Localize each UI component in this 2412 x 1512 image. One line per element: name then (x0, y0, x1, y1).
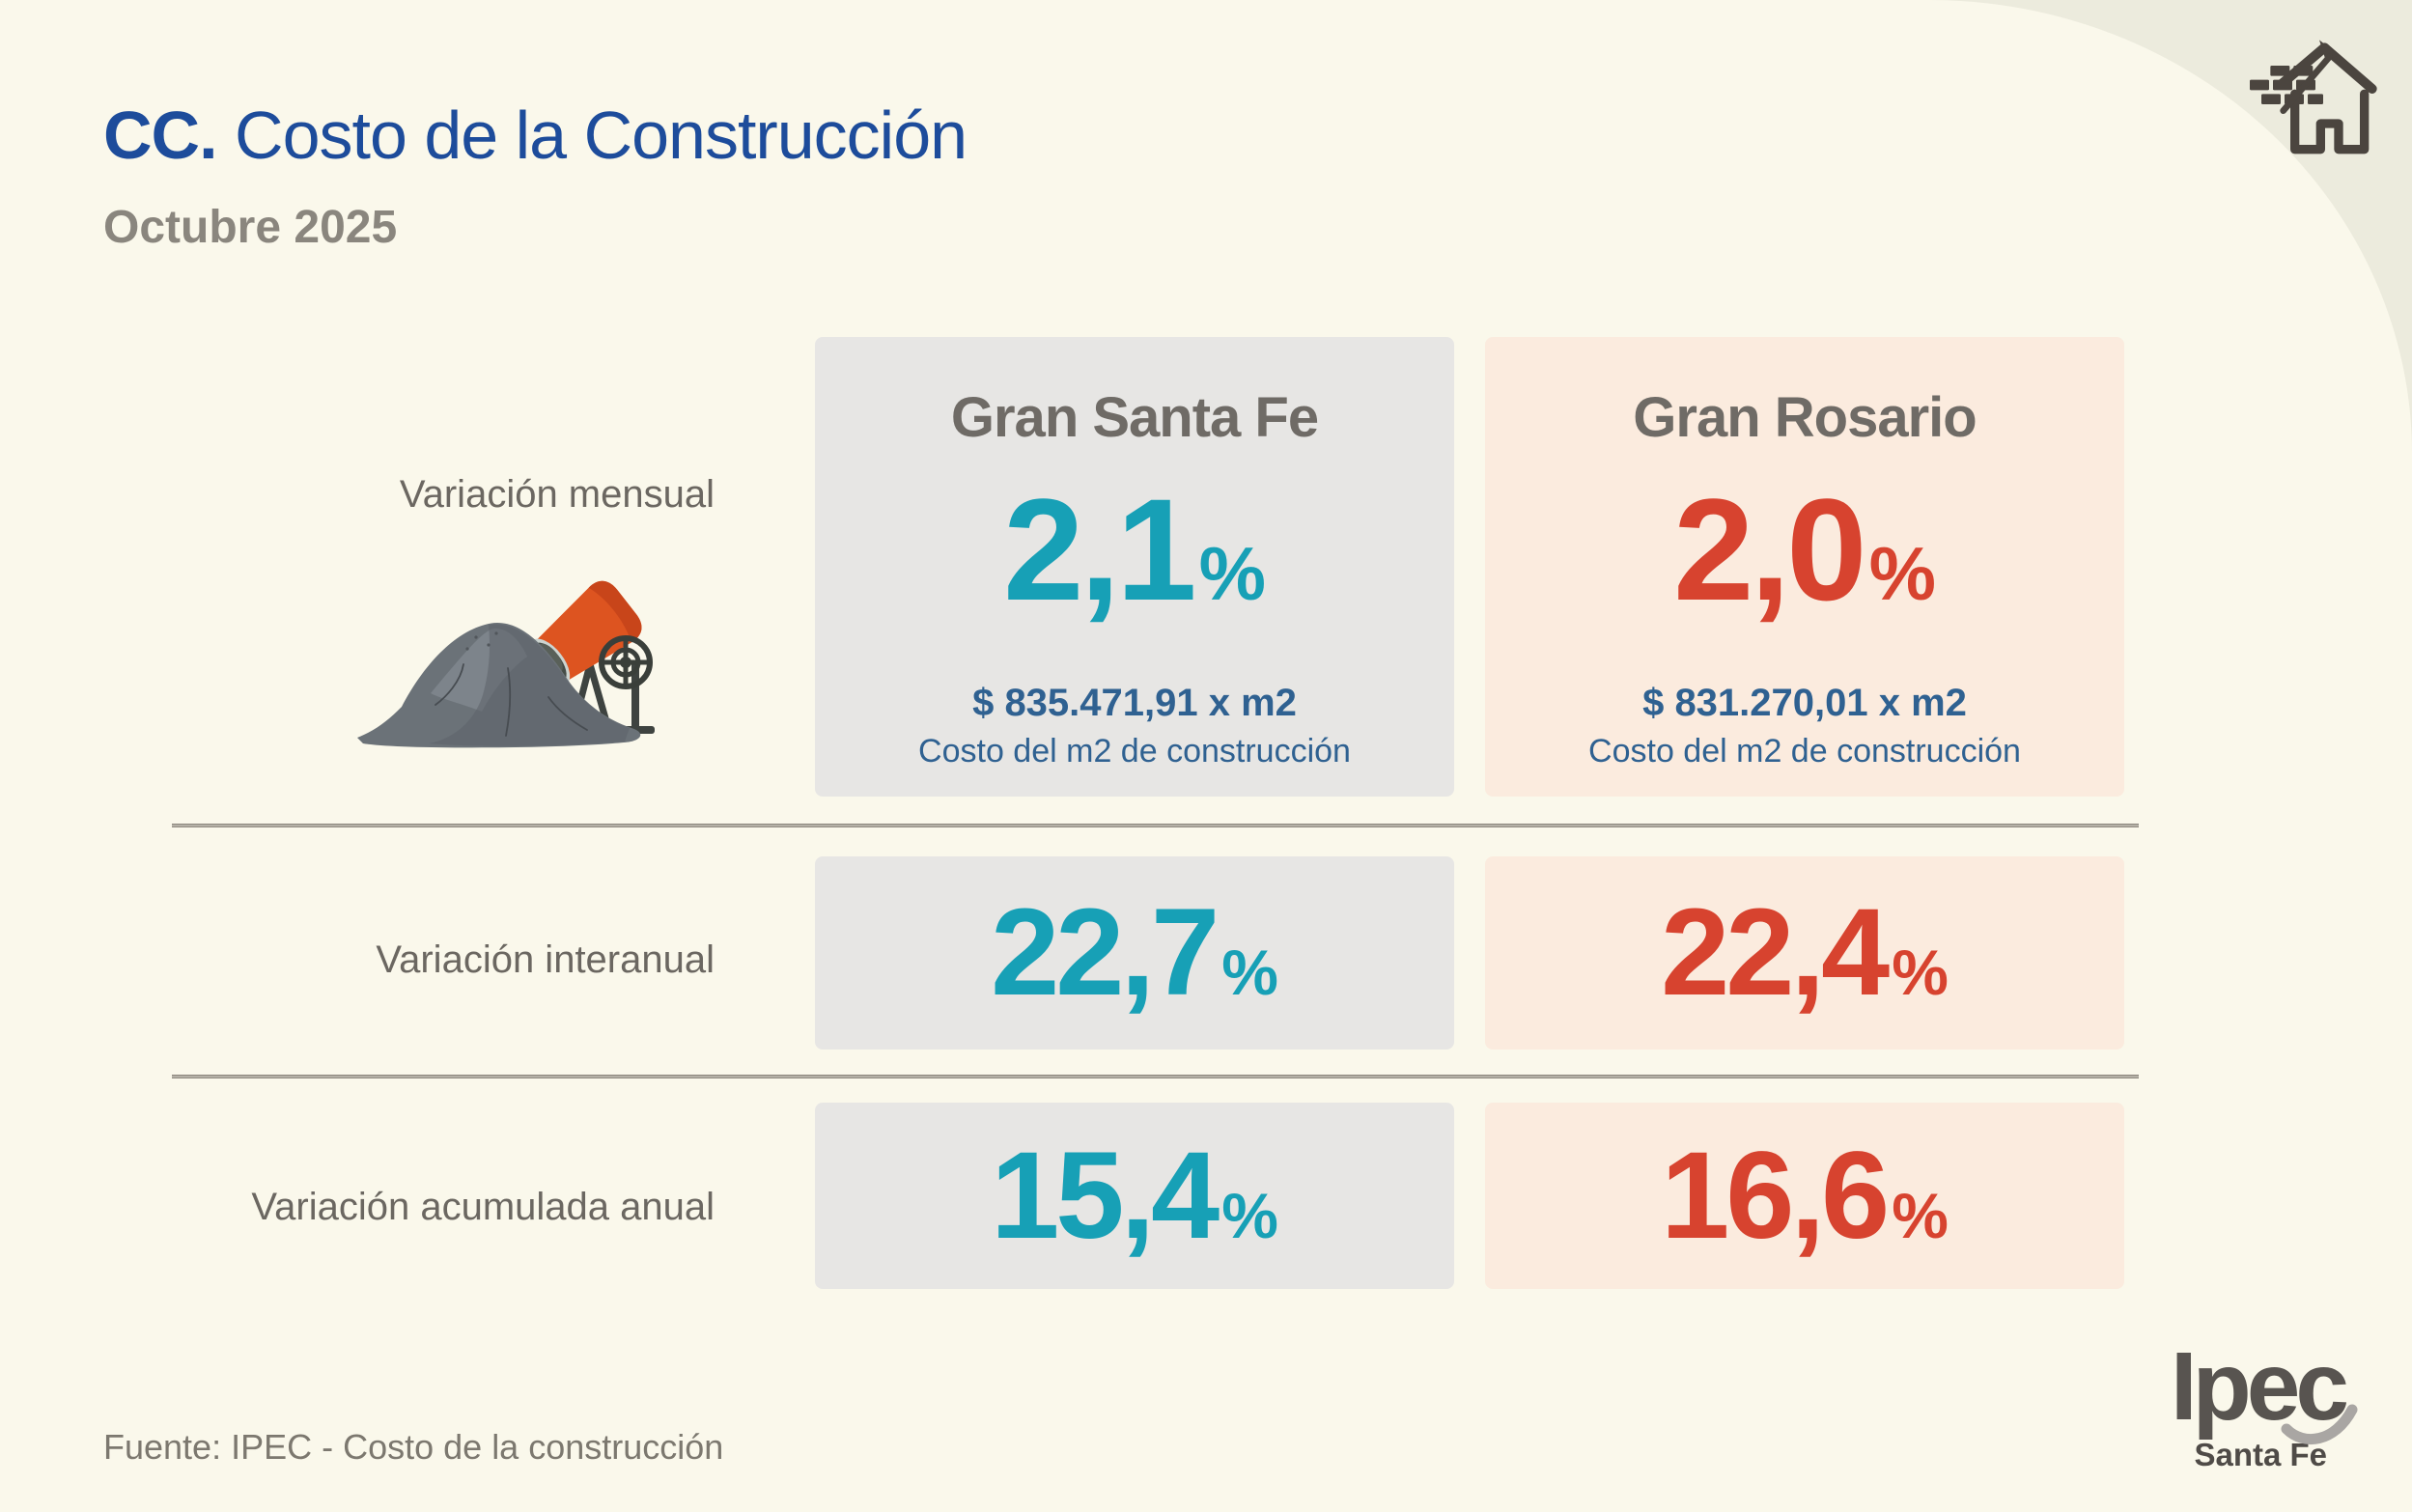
interannual-value-santafe: 22,7% (991, 891, 1278, 1015)
interannual-value-rosario: 22,4% (1661, 891, 1949, 1015)
source-note: Fuente: IPEC - Costo de la construcción (103, 1427, 724, 1467)
row-label-accumulated: Variación acumulada anual (251, 1186, 715, 1228)
percent-sign: % (1221, 1179, 1278, 1251)
cost-per-m2-santafe: $ 835.471,91 x m2 (972, 682, 1297, 724)
row-divider (172, 1075, 2139, 1078)
panel-interannual-rosario: 22,4% (1485, 856, 2124, 1050)
monthly-value-santafe: 2,1% (1003, 477, 1266, 622)
cement-mixer-illustration (357, 580, 655, 748)
brick-wall-icon (2250, 66, 2323, 104)
value-number: 22,4 (1661, 883, 1890, 1022)
percent-sign: % (1198, 531, 1266, 616)
value-number: 22,7 (991, 883, 1220, 1022)
row-label-interannual: Variación interanual (376, 938, 715, 981)
panel-accumulated-santafe: 15,4% (815, 1103, 1454, 1289)
percent-sign: % (1892, 1179, 1949, 1251)
cost-per-m2-rosario: $ 831.270,01 x m2 (1642, 682, 1967, 724)
cost-caption-rosario: Costo del m2 de construcción (1588, 733, 2021, 770)
report-period: Octubre 2025 (103, 202, 398, 253)
indicator-name: Costo de la Construcción (235, 98, 968, 173)
ipec-logo: Ipec Santa Fe (2170, 1332, 2358, 1473)
value-number: 16,6 (1661, 1126, 1890, 1265)
panel-accumulated-rosario: 16,6% (1485, 1103, 2124, 1289)
page-title: CC. Costo de la Construcción (103, 97, 968, 174)
page-header: CC. Costo de la Construcción Octubre 202… (103, 97, 968, 254)
panel-monthly-rosario: Gran Rosario 2,0% $ 831.270,01 x m2 Cost… (1485, 337, 2124, 797)
accumulated-value-santafe: 15,4% (991, 1134, 1278, 1258)
panel-interannual-santafe: 22,7% (815, 856, 1454, 1050)
trowel-icon (2280, 40, 2339, 114)
logo-swoosh-icon (2281, 1404, 2358, 1445)
percent-sign: % (1868, 531, 1936, 616)
ipec-wordmark: Ipec (2170, 1332, 2349, 1441)
percent-sign: % (1221, 937, 1278, 1008)
monthly-value-rosario: 2,0% (1673, 477, 1936, 622)
cost-caption-santafe: Costo del m2 de construcción (918, 733, 1351, 770)
column-header-santafe: Gran Santa Fe (950, 386, 1319, 449)
row-label-monthly: Variación mensual (399, 473, 715, 516)
column-header-rosario: Gran Rosario (1633, 386, 1977, 449)
house-construction-icon (2250, 40, 2377, 154)
value-number: 2,0 (1673, 468, 1867, 630)
row-divider (172, 824, 2139, 827)
panel-monthly-santafe: Gran Santa Fe 2,1% $ 835.471,91 x m2 Cos… (815, 337, 1454, 797)
value-number: 2,1 (1003, 468, 1197, 630)
accumulated-value-rosario: 16,6% (1661, 1134, 1949, 1258)
value-number: 15,4 (991, 1126, 1220, 1265)
percent-sign: % (1892, 937, 1949, 1008)
indicator-code: CC. (103, 98, 218, 173)
